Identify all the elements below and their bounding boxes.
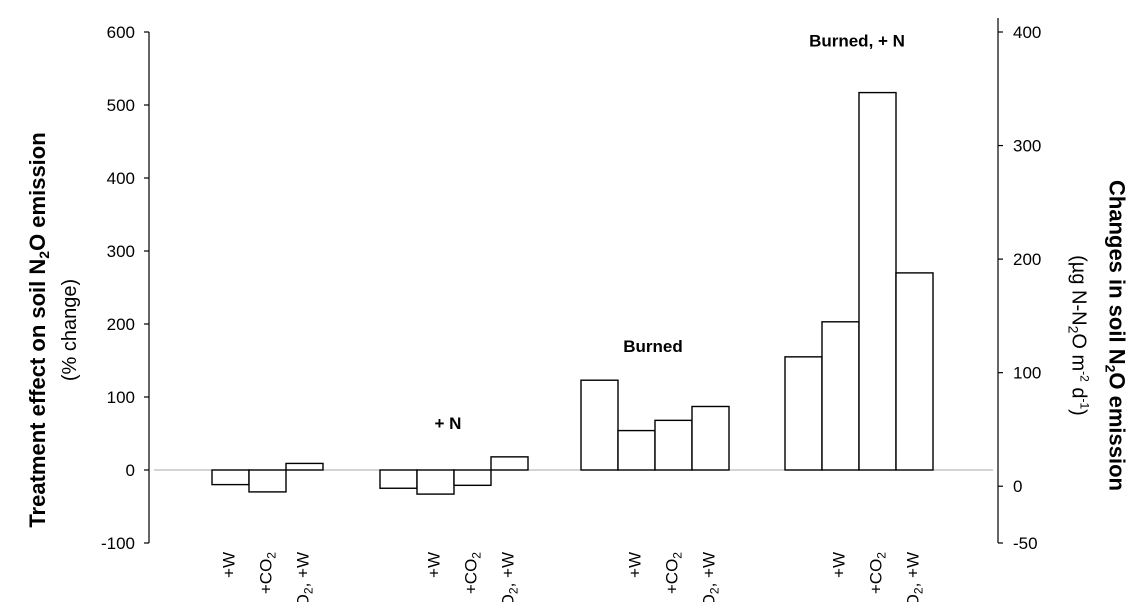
- bar: [821, 321, 860, 471]
- group-label: + N: [435, 414, 462, 433]
- category-labels: +W +CO2 +CO2, +W +W +CO2 +CO2, +W +W +CO2 +CO2, …: [220, 552, 926, 602]
- left-tick-label: 200: [107, 315, 135, 334]
- left-tick-label: -100: [101, 534, 135, 553]
- bar: [858, 91, 897, 471]
- bar: [453, 469, 492, 487]
- bar: [490, 456, 529, 471]
- right-tick-label: 200: [1013, 250, 1041, 269]
- left-tick-label: 100: [107, 388, 135, 407]
- category-label: +W: [830, 552, 849, 578]
- bar: [285, 462, 324, 471]
- group-label: Burned, + N: [809, 32, 905, 51]
- right-tick-label: 100: [1013, 364, 1041, 383]
- bar: [895, 272, 934, 471]
- bar: [248, 469, 287, 493]
- right-tick-label: 400: [1013, 23, 1041, 42]
- bar: [654, 419, 693, 471]
- category-label: +CO2, +W: [294, 552, 316, 602]
- left-tick-label: 500: [107, 96, 135, 115]
- left-tick-label: 0: [126, 461, 135, 480]
- bar-chart: -100 0 100 200 300 400 500 600 -50 0 100 200 300 400…: [101, 18, 1041, 602]
- left-tick-label: 600: [107, 23, 135, 42]
- left-axis: -100 0 100 200 300 400 500 600: [101, 23, 150, 553]
- category-label: +W: [425, 552, 444, 578]
- bar: [784, 356, 823, 471]
- bars: [211, 91, 934, 495]
- category-label: +CO2: [663, 552, 685, 594]
- category-label: +CO2, +W: [700, 552, 722, 602]
- right-tick-label: 0: [1013, 477, 1022, 496]
- right-tick-label: -50: [1013, 534, 1038, 553]
- category-label: +CO2, +W: [499, 552, 521, 602]
- bar: [416, 469, 455, 495]
- category-label: +CO2, +W: [904, 552, 926, 602]
- bar: [691, 405, 730, 471]
- category-label: +W: [220, 552, 239, 578]
- left-tick-label: 300: [107, 242, 135, 261]
- category-label: +CO2: [257, 552, 279, 594]
- category-label: +W: [626, 552, 645, 578]
- left-tick-label: 400: [107, 169, 135, 188]
- bar: [379, 469, 418, 489]
- bar: [580, 379, 619, 471]
- right-tick-label: 300: [1013, 137, 1041, 156]
- group-labels: + N Burned Burned, + N: [435, 32, 905, 433]
- group-label: Burned: [623, 337, 683, 356]
- right-axis: -50 0 100 200 300 400: [997, 18, 1041, 553]
- bar: [617, 429, 656, 471]
- bar: [211, 469, 250, 486]
- category-label: +CO2: [462, 552, 484, 594]
- category-label: +CO2: [867, 552, 889, 594]
